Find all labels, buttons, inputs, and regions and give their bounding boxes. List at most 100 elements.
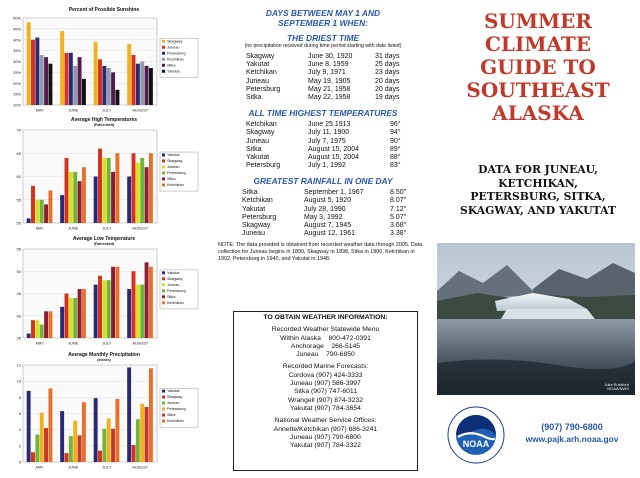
bar: [111, 72, 116, 105]
chart-plot: 0 2 4 6 8 10 12 MAY JUNE JULY AUGUST Yakutat Skagway…: [17, 363, 199, 470]
bar: [60, 411, 65, 462]
bar: [68, 436, 73, 462]
glacier-photo: Julia Ruthford NOAA/NWS: [437, 243, 635, 395]
y-tick-label: 12: [17, 363, 22, 368]
bar: [64, 293, 69, 338]
table-row: Petersburg May 3, 1992 5.07": [218, 214, 428, 222]
value-cell: 8.50": [390, 189, 407, 197]
table-row: Juneau May 19, 1905 20 days: [218, 78, 428, 86]
days-header-line-1: DAYS BETWEEN MAY 1 AND: [265, 8, 381, 18]
phone-line: Anchorage 266-5145: [237, 343, 414, 351]
date-cell: May 22, 1958: [308, 93, 351, 101]
phone-number: 790-6850: [326, 351, 355, 359]
phone-number: 800-472-0391: [328, 334, 371, 342]
legend-swatch: [162, 57, 165, 61]
x-tick-label: AUGUST: [132, 466, 149, 470]
y-tick-label: 10%: [13, 103, 21, 108]
legend-label: Skagway: [167, 277, 183, 281]
value-cell: 83°: [390, 162, 401, 170]
x-tick-label: JUNE: [68, 109, 78, 113]
table-row: Yakutat August 15, 2004 88°: [218, 154, 428, 162]
legend-swatch: [162, 45, 165, 49]
bar: [35, 37, 40, 106]
table-row: Juneau July 7, 1975 90°: [218, 138, 428, 146]
y-tick-label: 50: [17, 221, 22, 226]
legend-label: Ketchikan: [167, 419, 184, 423]
bar: [35, 320, 40, 338]
y-tick-label: 35%: [13, 48, 21, 53]
bar: [148, 368, 153, 462]
legend-label: Yakutat: [167, 389, 181, 393]
legend-swatch: [162, 159, 165, 163]
website-link[interactable]: www.pajk.arh.noaa.gov: [525, 434, 619, 444]
value-cell: 89°: [390, 145, 401, 153]
phone-label: Within Alaska: [280, 334, 321, 342]
bar: [115, 89, 120, 105]
bar: [48, 388, 53, 462]
place-cell: Sitka: [246, 145, 262, 153]
date-cell: August 5, 1920: [304, 197, 352, 205]
noaa-seal-icon: NOAA: [447, 406, 505, 464]
legend-label: Juneau: [167, 401, 179, 405]
bar: [115, 398, 120, 462]
bar: [106, 280, 111, 338]
bar: [102, 428, 107, 462]
photo-credit: Julia Ruthford NOAA/NWS: [604, 381, 629, 392]
bar: [39, 324, 44, 338]
value-cell: 7.12": [390, 205, 407, 213]
bar: [68, 297, 73, 338]
bar: [68, 171, 73, 223]
legend-label: Petersburg: [167, 171, 186, 175]
chart-subtitle: (Inches): [97, 358, 111, 362]
bar: [93, 41, 98, 105]
place-cell: Sitka: [246, 93, 262, 101]
noaa-logo-text: NOAA: [463, 439, 490, 449]
legend-swatch: [162, 69, 165, 73]
low-temp-chart: Average Low Temperature (Fahrenheit) 35 4…: [3, 234, 205, 348]
legend-label: Ketchikan: [167, 183, 184, 187]
bar: [127, 176, 132, 223]
bar: [102, 157, 107, 223]
date-cell: May 3, 1992: [304, 213, 343, 221]
highest-temp-table: Ketchikan June 25,1913 96° Skagway July 11,…: [218, 121, 428, 170]
place-cell: Ketchikan: [246, 121, 277, 129]
bar: [26, 390, 31, 462]
date-cell: June 25,1913: [308, 121, 351, 129]
chart-title: Average Low Temperature: [72, 236, 136, 242]
bar: [140, 157, 145, 223]
bar: [73, 171, 78, 223]
legend-label: Yakutat: [167, 153, 181, 157]
noaa-logo: NOAA: [447, 406, 505, 464]
x-tick-label: JULY: [102, 342, 111, 346]
table-row: Ketchikan July 9, 1971 23 days: [218, 69, 428, 77]
value-cell: 31 days: [375, 53, 400, 60]
place-cell: Petersburg: [242, 213, 277, 221]
subtitle-line: KETCHIKAN,: [498, 176, 578, 190]
date-cell: July 1, 1992: [308, 162, 346, 170]
x-tick-label: JULY: [102, 466, 111, 470]
value-cell: 19 days: [375, 93, 400, 101]
table-row: Juneau August 12, 1961 3.38": [218, 230, 428, 238]
date-cell: May 21, 1958: [308, 85, 351, 93]
legend-box: [159, 38, 199, 78]
value-cell: 3.68": [390, 222, 407, 229]
bar: [148, 68, 153, 105]
bar: [26, 22, 31, 106]
x-tick-label: AUGUST: [132, 227, 149, 231]
legend-swatch: [162, 39, 165, 43]
bar: [44, 428, 49, 462]
x-tick-label: MAY: [36, 227, 44, 231]
legend-label: Yakutat: [167, 69, 181, 73]
chart-plot: 50 55 60 65 70 MAY JUNE JULY AUGUST Yakutat Skagwa…: [17, 128, 199, 231]
value-cell: 3.38": [390, 230, 407, 238]
legend-label: Juneau: [167, 45, 179, 49]
place-cell: Yakutat: [246, 61, 270, 69]
legend-label: Sitka: [167, 295, 176, 299]
glacier-landscape-image: [437, 243, 635, 395]
photo-credit-name: Julia Ruthford: [604, 381, 629, 387]
bar: [135, 162, 140, 223]
bar: [144, 65, 149, 105]
group-title: National Weather Service Offices:: [274, 417, 377, 425]
legend-label: Juneau: [167, 283, 179, 287]
legend-label: Sitka: [167, 177, 176, 181]
